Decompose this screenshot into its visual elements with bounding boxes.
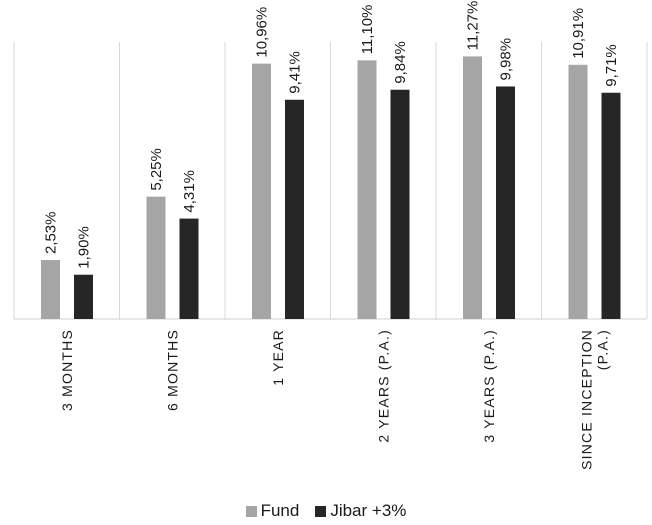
bar-fund xyxy=(146,196,166,319)
data-label: 9,98% xyxy=(498,38,515,81)
bar-jibar xyxy=(390,89,410,319)
category-label: 3 YEARS (P.A.) xyxy=(481,329,497,443)
data-label: 5,25% xyxy=(148,148,165,191)
bar-fund xyxy=(357,60,377,320)
data-label: 11,27% xyxy=(465,1,482,51)
data-label: 9,84% xyxy=(392,41,409,84)
data-label: 9,71% xyxy=(603,44,620,87)
category-label: 6 MONTHS xyxy=(164,329,180,411)
category-label: 1 YEAR xyxy=(270,329,286,386)
data-label: 11,10% xyxy=(359,5,376,55)
bar-jibar xyxy=(601,92,621,320)
category-dividers xyxy=(13,42,648,319)
legend-item-fund: Fund xyxy=(245,501,300,521)
legend-swatch-fund xyxy=(245,505,257,517)
legend: Fund Jibar +3% xyxy=(0,500,652,522)
data-label: 4,31% xyxy=(181,170,198,213)
data-label: 2,53% xyxy=(43,212,60,255)
bar-fund xyxy=(41,260,60,319)
data-label: 10,91% xyxy=(570,8,587,59)
category-label: 3 MONTHS xyxy=(59,329,75,411)
data-label: 10,96% xyxy=(254,7,271,58)
category-label: SINCE INCEPTION xyxy=(578,329,594,470)
bar-jibar xyxy=(496,86,515,319)
legend-label-jibar: Jibar +3% xyxy=(330,501,407,520)
category-label: (P.A.) xyxy=(594,329,610,370)
category-labels: 3 MONTHS 6 MONTHS 1 YEAR 2 YEARS (P.A.) 3 YE… xyxy=(59,329,611,470)
legend-item-jibar: Jibar +3% xyxy=(315,501,406,521)
legend-label-fund: Fund xyxy=(260,501,300,520)
data-label: 9,41% xyxy=(287,51,304,94)
bar-jibar xyxy=(74,274,93,319)
bar-fund xyxy=(252,63,271,319)
bars xyxy=(41,56,621,320)
bar-fund xyxy=(463,56,482,320)
bar-jibar xyxy=(285,99,304,319)
bar-fund xyxy=(568,64,588,319)
bar-jibar xyxy=(179,218,199,319)
legend-swatch-jibar xyxy=(315,505,327,517)
data-labels: 2,53% 5,25% 10,96% 11,10% 11,27% 10,91% 1,90% 4… xyxy=(43,1,621,269)
data-label: 1,90% xyxy=(76,226,93,269)
category-label: 2 YEARS (P.A.) xyxy=(375,329,391,443)
